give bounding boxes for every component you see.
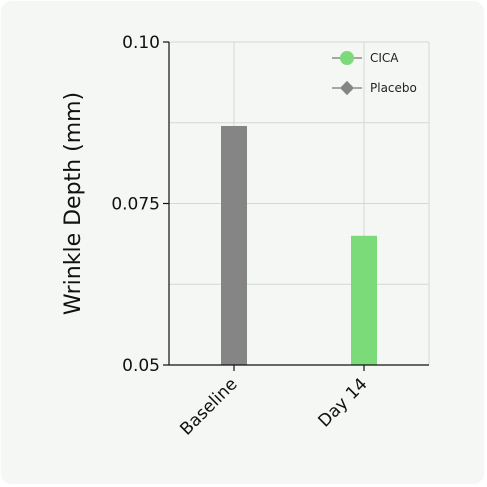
- legend: CICA Placebo: [332, 51, 417, 96]
- legend-label: CICA: [370, 51, 399, 65]
- bar-placebo-baseline: [221, 125, 247, 365]
- y-tick-label: 0.05: [122, 356, 160, 376]
- bars: [221, 125, 377, 365]
- x-tick-label: Baseline: [176, 374, 241, 439]
- y-tick-label: 0.075: [111, 195, 160, 215]
- y-axis-label: Wrinkle Depth (mm): [61, 92, 86, 315]
- legend-marker-diamond: [339, 80, 355, 96]
- x-tick-label: Day 14: [315, 374, 372, 431]
- legend-marker-circle: [340, 51, 354, 65]
- y-axis-ticks: 0.05 0.075 0.10: [111, 33, 169, 376]
- legend-label: Placebo: [370, 81, 417, 95]
- x-axis-ticks: Baseline Day 14: [176, 365, 372, 440]
- y-tick-label: 0.10: [122, 33, 160, 53]
- bar-cica-day-14: [351, 235, 377, 365]
